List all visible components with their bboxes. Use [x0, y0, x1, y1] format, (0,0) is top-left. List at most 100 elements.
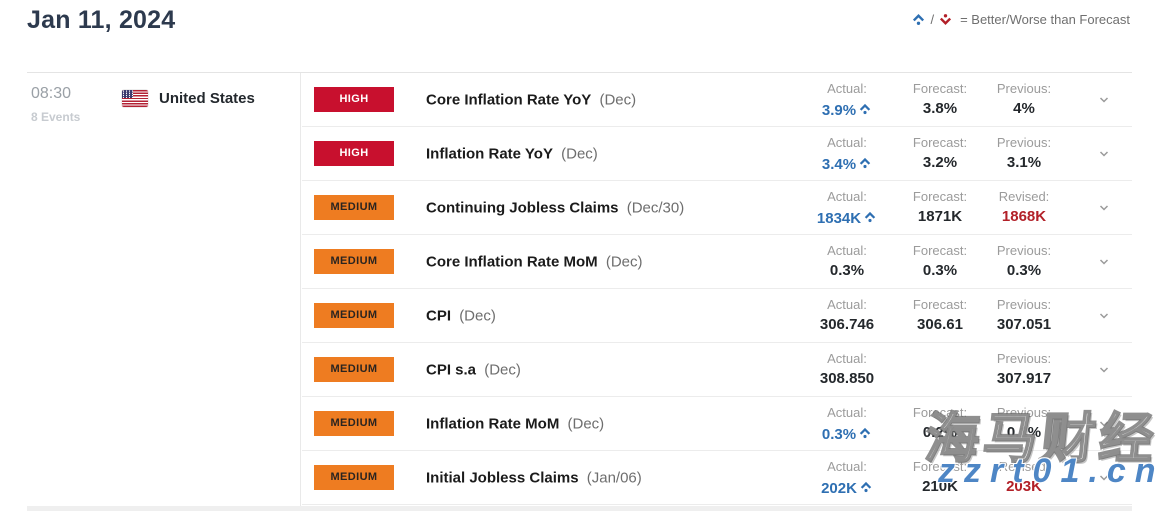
- previous-column: Previous: 4%: [970, 81, 1078, 118]
- economic-calendar-table: 08:30 8 Events United States HIGH Core I…: [27, 72, 1132, 505]
- event-name[interactable]: CPI s.a: [426, 361, 476, 378]
- forecast-value: 0.3%: [923, 262, 957, 279]
- previous-label: Revised:: [970, 459, 1078, 474]
- event-row[interactable]: MEDIUM Initial Jobless Claims (Jan/06) A…: [302, 451, 1132, 505]
- previous-value: 1868K: [1002, 208, 1046, 225]
- previous-label: Previous:: [970, 135, 1078, 150]
- previous-value: 307.051: [997, 316, 1051, 333]
- actual-value: 1834K: [817, 208, 877, 228]
- actual-label: Actual:: [791, 297, 903, 312]
- actual-value: 308.850: [820, 370, 874, 387]
- event-time: 08:30: [31, 85, 71, 103]
- event-period: (Dec): [599, 91, 636, 108]
- event-name[interactable]: Inflation Rate YoY: [426, 145, 553, 162]
- actual-label: Actual:: [791, 243, 903, 258]
- event-period: (Dec): [459, 307, 496, 324]
- actual-column: Actual: 306.746: [791, 297, 903, 334]
- expand-row-chevron-icon[interactable]: [1097, 363, 1111, 377]
- expand-row-chevron-icon[interactable]: [1097, 147, 1111, 161]
- event-row[interactable]: MEDIUM Core Inflation Rate MoM (Dec) Act…: [302, 235, 1132, 289]
- actual-label: Actual:: [791, 405, 903, 420]
- event-title: Inflation Rate MoM (Dec): [426, 415, 604, 432]
- event-title: Initial Jobless Claims (Jan/06): [426, 469, 642, 486]
- event-row[interactable]: MEDIUM Inflation Rate MoM (Dec) Actual: …: [302, 397, 1132, 451]
- event-row[interactable]: MEDIUM CPI (Dec) Actual: 306.746 Forecas…: [302, 289, 1132, 343]
- previous-value: 307.917: [997, 370, 1051, 387]
- event-row[interactable]: HIGH Core Inflation Rate YoY (Dec) Actua…: [302, 73, 1132, 127]
- event-title: Core Inflation Rate YoY (Dec): [426, 91, 636, 108]
- actual-column: Actual: 1834K: [791, 189, 903, 228]
- forecast-value: 3.8%: [923, 100, 957, 117]
- worse-than-forecast-icon: [938, 12, 953, 27]
- event-row[interactable]: MEDIUM Continuing Jobless Claims (Dec/30…: [302, 181, 1132, 235]
- legend: / = Better/Worse than Forecast: [911, 12, 1130, 27]
- actual-value: 306.746: [820, 316, 874, 333]
- forecast-value: 0.2%: [923, 424, 957, 441]
- actual-value: 0.3%: [822, 424, 872, 444]
- event-period: (Jan/06): [587, 469, 642, 486]
- event-name[interactable]: CPI: [426, 307, 451, 324]
- next-row-edge: [27, 506, 1132, 511]
- importance-badge: HIGH: [314, 141, 394, 166]
- event-row[interactable]: MEDIUM CPI s.a (Dec) Actual: 308.850 Pre…: [302, 343, 1132, 397]
- event-name[interactable]: Continuing Jobless Claims: [426, 199, 619, 216]
- importance-badge: MEDIUM: [314, 357, 394, 382]
- previous-column: Previous: 3.1%: [970, 135, 1078, 172]
- event-name[interactable]: Initial Jobless Claims: [426, 469, 579, 486]
- previous-value: 0.1%: [1007, 424, 1041, 441]
- actual-value: 3.4%: [822, 154, 872, 174]
- actual-column: Actual: 0.3%: [791, 243, 903, 280]
- event-period: (Dec): [561, 145, 598, 162]
- actual-label: Actual:: [791, 81, 903, 96]
- actual-column: Actual: 0.3%: [791, 405, 903, 444]
- event-title: Continuing Jobless Claims (Dec/30): [426, 199, 684, 216]
- importance-badge: MEDIUM: [314, 411, 394, 436]
- actual-label: Actual:: [791, 135, 903, 150]
- event-title: Core Inflation Rate MoM (Dec): [426, 253, 643, 270]
- event-period: (Dec): [484, 361, 521, 378]
- forecast-value: 210K: [922, 478, 958, 495]
- forecast-value: 306.61: [917, 316, 963, 333]
- country-label: United States: [159, 90, 255, 107]
- event-title: Inflation Rate YoY (Dec): [426, 145, 598, 162]
- event-name[interactable]: Inflation Rate MoM: [426, 415, 559, 432]
- previous-label: Previous:: [970, 81, 1078, 96]
- previous-value: 3.1%: [1007, 154, 1041, 171]
- event-period: (Dec): [606, 253, 643, 270]
- actual-column: Actual: 3.9%: [791, 81, 903, 120]
- previous-label: Revised:: [970, 189, 1078, 204]
- us-flag-icon: [122, 90, 148, 107]
- event-title: CPI (Dec): [426, 307, 496, 324]
- importance-badge: MEDIUM: [314, 303, 394, 328]
- event-period: (Dec/30): [627, 199, 685, 216]
- better-arrow-icon: [858, 156, 872, 174]
- forecast-value: 1871K: [918, 208, 962, 225]
- better-than-forecast-icon: [911, 12, 926, 27]
- previous-column: Previous: 0.1%: [970, 405, 1078, 442]
- previous-value: 203K: [1006, 478, 1042, 495]
- event-row[interactable]: HIGH Inflation Rate YoY (Dec) Actual: 3.…: [302, 127, 1132, 181]
- event-name[interactable]: Core Inflation Rate YoY: [426, 91, 591, 108]
- actual-column: Actual: 308.850: [791, 351, 903, 388]
- expand-row-chevron-icon[interactable]: [1097, 309, 1111, 323]
- expand-row-chevron-icon[interactable]: [1097, 417, 1111, 431]
- actual-value: 3.9%: [822, 100, 872, 120]
- expand-row-chevron-icon[interactable]: [1097, 201, 1111, 215]
- actual-label: Actual:: [791, 189, 903, 204]
- expand-row-chevron-icon[interactable]: [1097, 471, 1111, 485]
- actual-label: Actual:: [791, 351, 903, 366]
- forecast-value: 3.2%: [923, 154, 957, 171]
- expand-row-chevron-icon[interactable]: [1097, 255, 1111, 269]
- previous-column: Previous: 0.3%: [970, 243, 1078, 280]
- legend-text: = Better/Worse than Forecast: [960, 12, 1130, 27]
- previous-value: 4%: [1013, 100, 1035, 117]
- event-name[interactable]: Core Inflation Rate MoM: [426, 253, 598, 270]
- better-arrow-icon: [858, 426, 872, 444]
- expand-row-chevron-icon[interactable]: [1097, 93, 1111, 107]
- event-period: (Dec): [568, 415, 605, 432]
- previous-value: 0.3%: [1007, 262, 1041, 279]
- importance-badge: MEDIUM: [314, 249, 394, 274]
- importance-badge: HIGH: [314, 87, 394, 112]
- previous-label: Previous:: [970, 243, 1078, 258]
- previous-column: Previous: 307.051: [970, 297, 1078, 334]
